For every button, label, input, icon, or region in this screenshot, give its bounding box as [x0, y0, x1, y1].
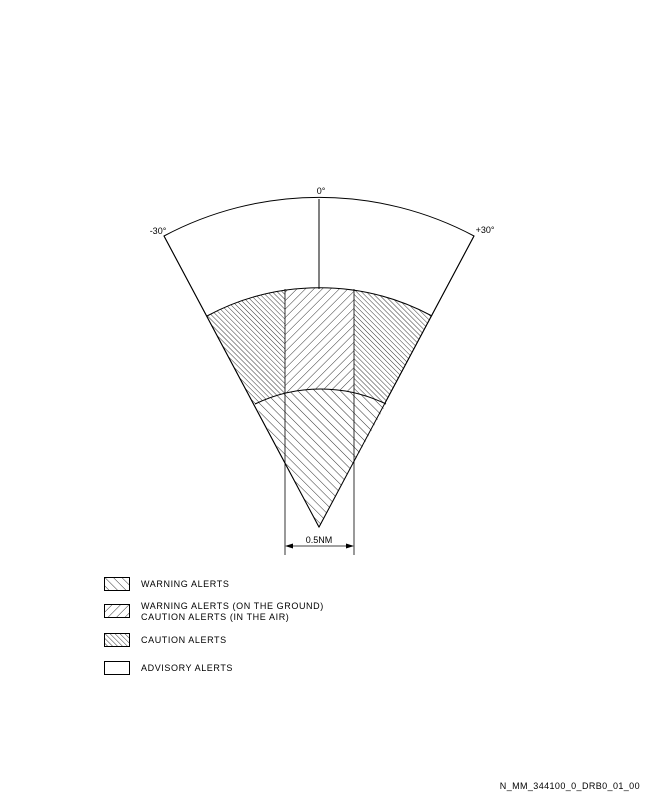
dimension-arrow-left — [285, 543, 293, 549]
legend-label-advisory: ADVISORY ALERTS — [141, 663, 234, 673]
warning-ground-zone — [285, 287, 354, 402]
caution-swatch — [104, 633, 130, 647]
angle-label-right: +30° — [476, 225, 495, 235]
legend-label-warning-ground: WARNING ALERTS (ON THE GROUND) — [141, 601, 324, 611]
sector-left-edge — [163, 235, 320, 528]
legend-label-caution-air: CAUTION ALERTS (IN THE AIR) — [141, 612, 290, 622]
angle-label-left: -30° — [150, 226, 167, 236]
figure-reference: N_MM_344100_0_DRB0_01_00 — [499, 781, 640, 791]
legend-label-caution: CAUTION ALERTS — [141, 635, 227, 645]
angle-label-center: 0° — [317, 186, 326, 196]
warning-swatch — [104, 577, 130, 591]
dimension-label: 0.5NM — [306, 535, 333, 545]
dimension-arrow-right — [346, 543, 354, 549]
legend-label-warning: WARNING ALERTS — [141, 579, 230, 589]
sector-right-edge — [318, 235, 475, 528]
warning-boundary-arc — [254, 388, 387, 405]
warning-ground-swatch — [104, 604, 130, 618]
advisory-swatch — [104, 661, 130, 675]
